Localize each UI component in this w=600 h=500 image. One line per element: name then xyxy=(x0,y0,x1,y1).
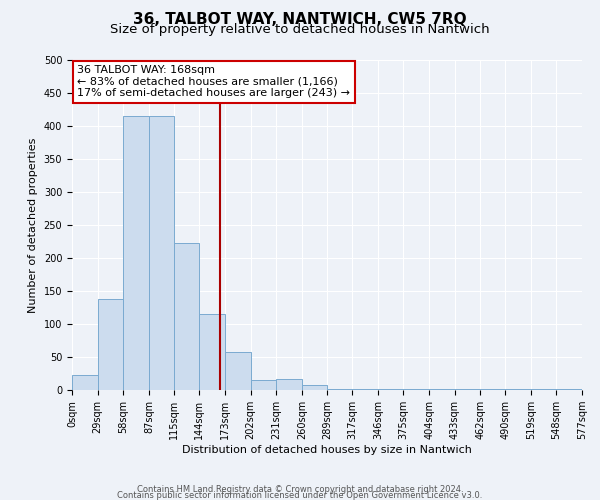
Bar xyxy=(302,386,328,390)
Bar xyxy=(225,352,251,390)
Bar xyxy=(276,380,302,390)
Text: Contains HM Land Registry data © Crown copyright and database right 2024.: Contains HM Land Registry data © Crown c… xyxy=(137,484,463,494)
Text: 36, TALBOT WAY, NANTWICH, CW5 7RQ: 36, TALBOT WAY, NANTWICH, CW5 7RQ xyxy=(133,12,467,28)
Bar xyxy=(199,314,225,390)
Bar xyxy=(149,116,173,390)
Text: Contains public sector information licensed under the Open Government Licence v3: Contains public sector information licen… xyxy=(118,490,482,500)
Bar xyxy=(173,244,199,390)
Text: 36 TALBOT WAY: 168sqm
← 83% of detached houses are smaller (1,166)
17% of semi-d: 36 TALBOT WAY: 168sqm ← 83% of detached … xyxy=(77,65,350,98)
Y-axis label: Number of detached properties: Number of detached properties xyxy=(28,138,38,312)
Bar xyxy=(123,116,149,390)
Bar xyxy=(72,376,98,390)
Bar xyxy=(98,299,123,390)
Text: Size of property relative to detached houses in Nantwich: Size of property relative to detached ho… xyxy=(110,22,490,36)
X-axis label: Distribution of detached houses by size in Nantwich: Distribution of detached houses by size … xyxy=(182,445,472,455)
Bar xyxy=(251,380,276,390)
